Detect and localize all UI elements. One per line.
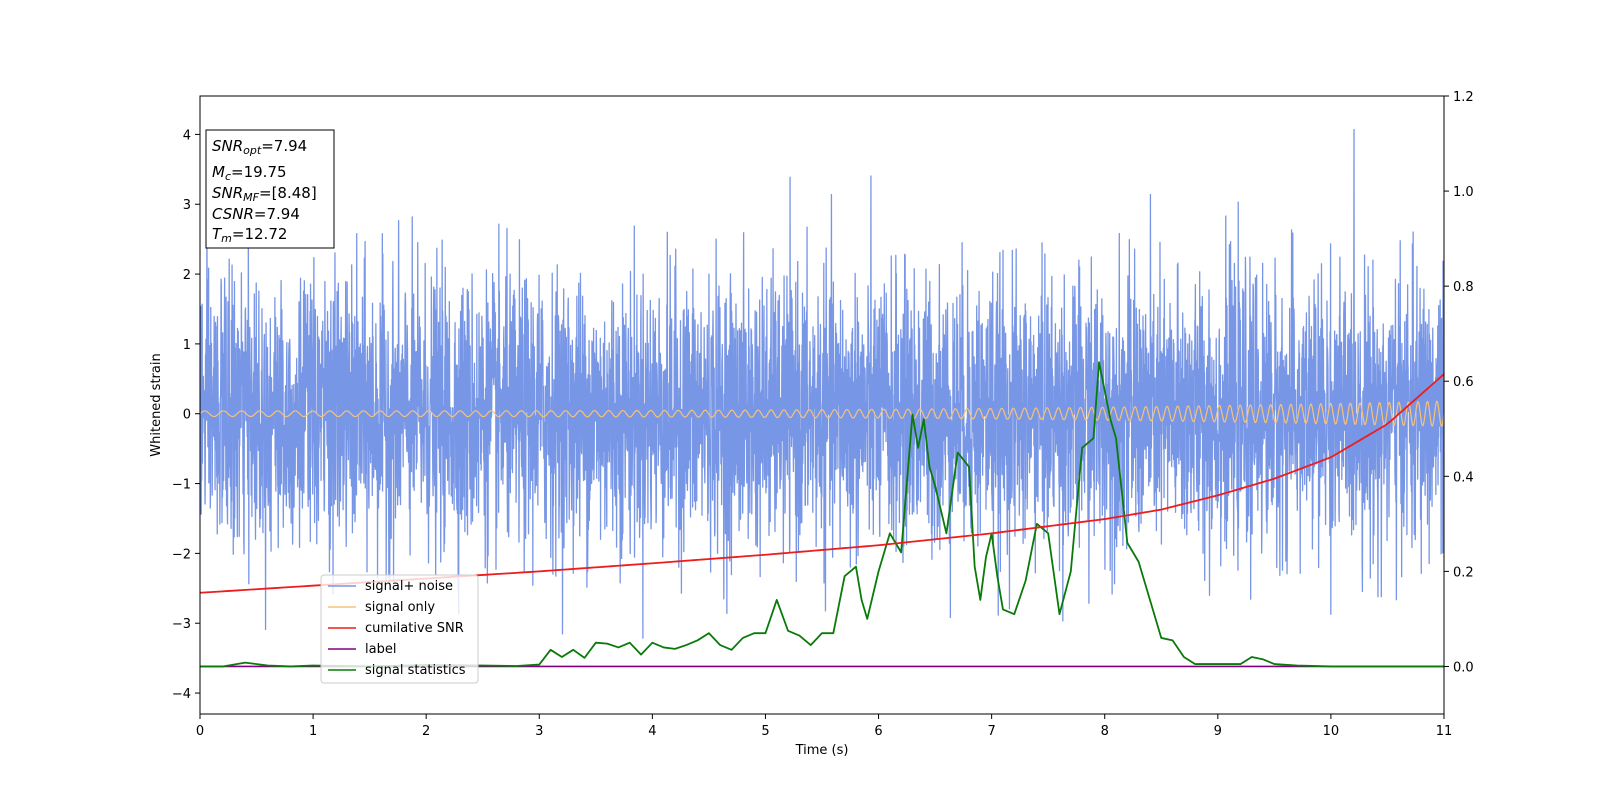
series-signal-only <box>200 400 1444 427</box>
x-tick-label: 4 <box>648 724 656 739</box>
stats-line-merger-time: Tm=12.72 <box>212 225 287 245</box>
stats-line-snr-mf: SNRMF=[8.48] <box>212 184 317 204</box>
legend-label-label: label <box>365 642 396 657</box>
y-tick-label: −1 <box>172 478 191 493</box>
x-tick-label: 5 <box>761 724 769 739</box>
legend-label-signal-only: signal only <box>365 600 435 615</box>
x-tick-label: 11 <box>1436 724 1453 739</box>
y-tick-label: 2 <box>183 268 191 283</box>
y-tick-label: 3 <box>183 198 191 213</box>
y-tick-label: 0 <box>183 408 191 423</box>
x-tick-label: 2 <box>422 724 430 739</box>
x-tick-label: 0 <box>196 724 204 739</box>
x-tick-label: 6 <box>874 724 882 739</box>
x-tick-label: 1 <box>309 724 317 739</box>
stats-box: SNRopt=7.94 Mc=19.75 SNRMF=[8.48] CSNR=7… <box>205 129 335 249</box>
series-signal-statistics <box>200 361 1444 668</box>
ticks-layer: 0 1 2 3 4 5 6 7 8 9 10 1143210−1−2−3−41.21.00.80.60… <box>172 90 1474 739</box>
x-tick-label: 7 <box>987 724 995 739</box>
plot-frame <box>199 95 1445 715</box>
y-tick-label: −2 <box>172 547 191 562</box>
y-right-tick-label: 0.8 <box>1453 280 1474 295</box>
y-tick-label: −4 <box>172 687 191 702</box>
x-axis-label: Time (s) <box>795 743 849 758</box>
x-tick-label: 3 <box>535 724 543 739</box>
stats-line-chirp-mass: Mc=19.75 <box>212 163 287 183</box>
stats-line-snr-opt: SNRopt=7.94 <box>212 137 307 157</box>
x-tick-label: 9 <box>1214 724 1222 739</box>
y-right-tick-label: 0.0 <box>1453 660 1474 675</box>
stats-box-frame <box>205 129 335 249</box>
y-right-tick-label: 0.4 <box>1453 470 1474 485</box>
legend-frame <box>320 574 479 684</box>
legend-label-signal-noise: signal+ noise <box>365 579 453 594</box>
legend: signal+ noise signal only cumilative SNR… <box>320 574 479 684</box>
legend-label-cumulative-snr: cumilative SNR <box>365 621 464 636</box>
y-tick-label: 4 <box>183 128 191 143</box>
stats-line-csnr: CSNR=7.94 <box>212 205 300 223</box>
legend-label-signal-statistics: signal statistics <box>365 663 466 678</box>
y-right-tick-label: 1.0 <box>1453 185 1474 200</box>
y-tick-label: −3 <box>172 617 191 632</box>
y-axis-label: Whitened strain <box>149 353 164 456</box>
x-tick-label: 10 <box>1323 724 1340 739</box>
x-tick-label: 8 <box>1101 724 1109 739</box>
y-right-tick-label: 0.6 <box>1453 375 1474 390</box>
y-tick-label: 1 <box>183 338 191 353</box>
y-right-tick-label: 0.2 <box>1453 565 1474 580</box>
y-right-tick-label: 1.2 <box>1453 90 1474 105</box>
